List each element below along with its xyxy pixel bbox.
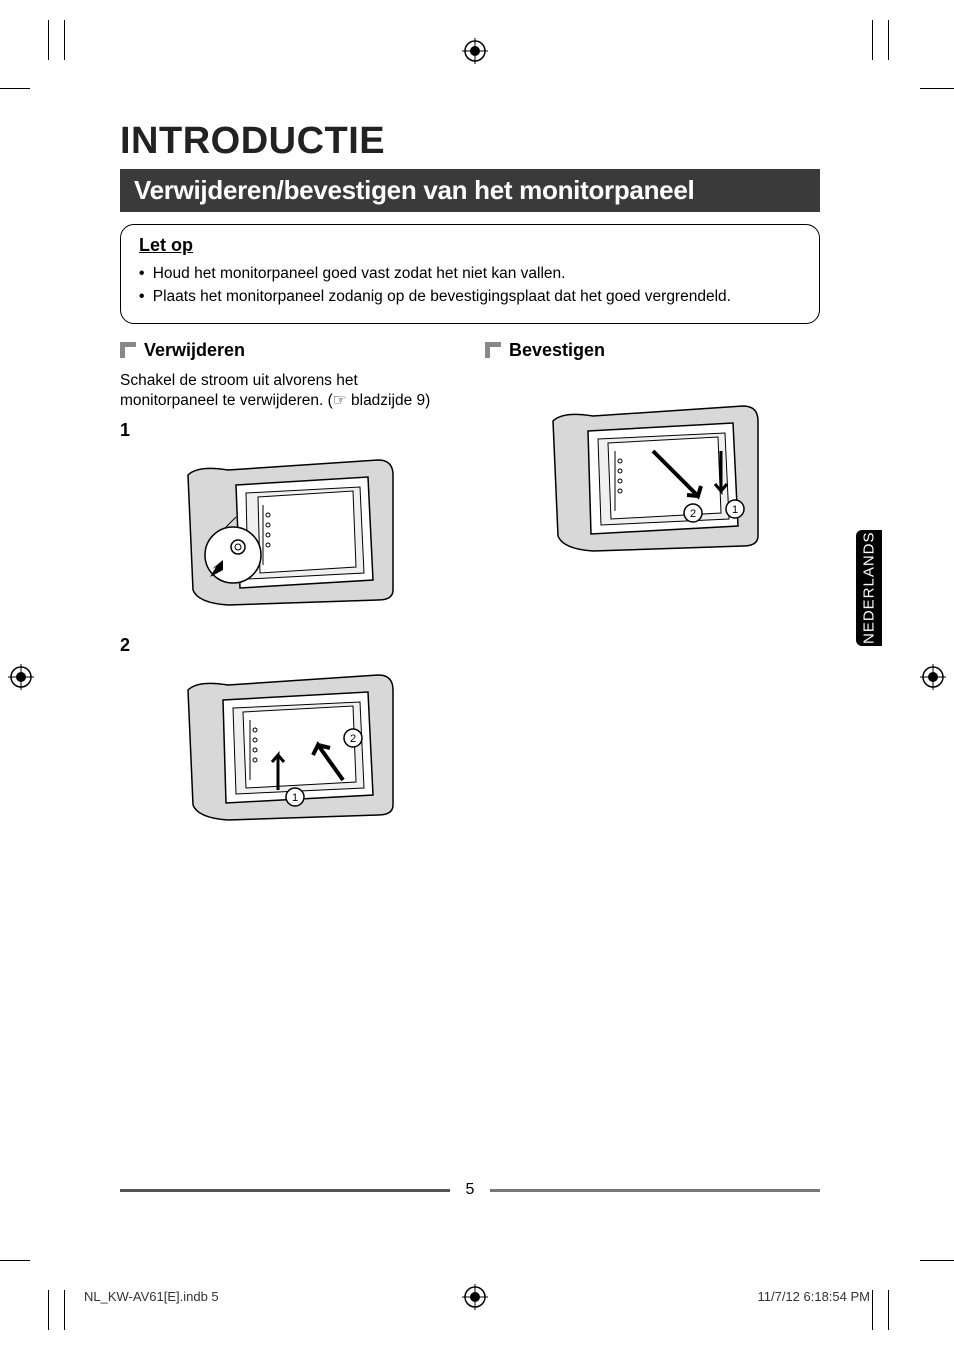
footer-timestamp: 11/7/12 6:18:54 PM	[757, 1289, 870, 1304]
diagram-attach: 2 1	[533, 391, 773, 561]
crop-mark	[64, 1290, 65, 1330]
crop-mark	[920, 88, 954, 89]
diagram-remove-step2: 1 2	[168, 660, 408, 830]
crop-mark	[888, 20, 889, 60]
caution-item: Plaats het monitorpaneel zodanig op de b…	[139, 285, 801, 308]
page-content: INTRODUCTIE Verwijderen/bevestigen van h…	[120, 120, 820, 850]
step-number: 2	[120, 635, 455, 656]
crop-mark	[0, 1260, 30, 1261]
sub-header: Verwijderen	[120, 340, 455, 361]
svg-text:2: 2	[689, 508, 695, 520]
sub-header: Bevestigen	[485, 340, 820, 361]
right-column: Bevestigen 2 1	[485, 340, 820, 851]
bar-segment	[120, 1189, 450, 1192]
registration-mark-icon	[920, 664, 946, 690]
svg-text:2: 2	[349, 733, 355, 745]
crop-mark	[872, 20, 873, 60]
crop-mark	[888, 1290, 889, 1330]
caution-list: Houd het monitorpaneel goed vast zodat h…	[139, 262, 801, 309]
page-number-bar: 5	[120, 1181, 820, 1199]
square-marker-icon	[120, 342, 136, 358]
body-text: Schakel de stroom uit alvorens het monit…	[120, 371, 455, 413]
caution-item: Houd het monitorpaneel goed vast zodat h…	[139, 262, 801, 285]
svg-text:1: 1	[731, 504, 737, 516]
caution-box: Let op Houd het monitorpaneel goed vast …	[120, 224, 820, 324]
sub-heading: Verwijderen	[144, 340, 245, 361]
crop-mark	[48, 1290, 49, 1330]
diagram-remove-step1	[168, 445, 408, 615]
step-number: 1	[120, 420, 455, 441]
registration-mark-icon	[462, 38, 488, 64]
language-tab: NEDERLANDS	[856, 530, 882, 646]
page-number: 5	[460, 1181, 481, 1199]
left-column: Verwijderen Schakel de stroom uit alvore…	[120, 340, 455, 851]
crop-mark	[920, 1260, 954, 1261]
page-title: INTRODUCTIE	[120, 120, 820, 163]
crop-mark	[0, 88, 30, 89]
footer-file-info: NL_KW-AV61[E].indb 5	[84, 1289, 219, 1304]
crop-mark	[48, 20, 49, 60]
bar-segment	[490, 1189, 820, 1192]
content-columns: Verwijderen Schakel de stroom uit alvore…	[120, 340, 820, 851]
svg-text:1: 1	[291, 792, 297, 804]
square-marker-icon	[485, 342, 501, 358]
footer: NL_KW-AV61[E].indb 5 11/7/12 6:18:54 PM	[84, 1289, 870, 1304]
registration-mark-icon	[8, 664, 34, 690]
caution-heading: Let op	[139, 235, 801, 256]
section-heading: Verwijderen/bevestigen van het monitorpa…	[120, 169, 820, 212]
sub-heading: Bevestigen	[509, 340, 605, 361]
crop-mark	[872, 1290, 873, 1330]
crop-mark	[64, 20, 65, 60]
